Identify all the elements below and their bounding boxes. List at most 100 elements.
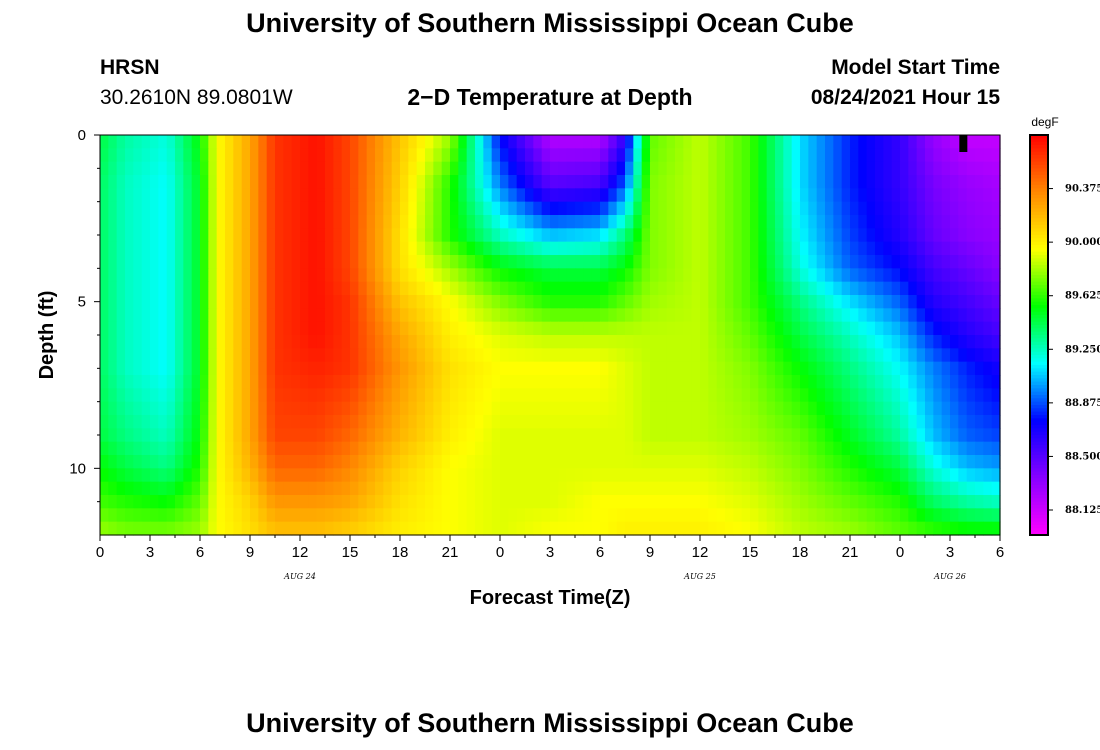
heatmap-cell (325, 468, 334, 483)
colorbar-segment (1030, 528, 1048, 533)
heatmap-cell (583, 361, 593, 376)
heatmap-cell (391, 508, 401, 523)
heatmap-cell (400, 175, 409, 189)
heatmap-cell (191, 508, 201, 523)
heatmap-cell (641, 401, 651, 416)
heatmap-cell (441, 321, 451, 336)
heatmap-cell (150, 455, 159, 469)
heatmap-cell (733, 468, 743, 483)
heatmap-cell (233, 468, 243, 483)
heatmap-cell (816, 295, 826, 309)
heatmap-cell (316, 268, 326, 283)
heatmap-cell (600, 268, 609, 283)
heatmap-cell (133, 428, 143, 443)
heatmap-cell (425, 268, 434, 283)
heatmap-cell (708, 388, 718, 403)
colorbar-segment (1030, 371, 1048, 376)
heatmap-cell (783, 268, 793, 283)
heatmap-cell (616, 228, 626, 243)
heatmap-cell (816, 228, 826, 243)
heatmap-cell (841, 321, 851, 336)
heatmap-cell (283, 281, 293, 296)
heatmap-cell (941, 521, 951, 536)
heatmap-cell (533, 361, 543, 376)
colorbar-segment (1030, 438, 1048, 443)
heatmap-cell (525, 241, 534, 256)
colorbar-segment (1030, 525, 1048, 529)
heatmap-cell (608, 428, 618, 443)
heatmap-cell (958, 241, 968, 256)
heatmap-cell (183, 241, 193, 256)
heatmap-cell (983, 375, 993, 389)
heatmap-cell (900, 468, 909, 483)
heatmap-cell (958, 508, 968, 523)
heatmap-cell (308, 215, 318, 229)
heatmap-cell (741, 161, 751, 176)
heatmap-cell (233, 268, 243, 283)
heatmap-cell (500, 201, 509, 216)
heatmap-cell (183, 481, 193, 496)
heatmap-cell (516, 455, 526, 469)
heatmap-cell (541, 455, 551, 469)
heatmap-cell (216, 521, 226, 536)
heatmap-cell (866, 201, 876, 216)
heatmap-cell (583, 188, 593, 203)
heatmap-cell (258, 268, 268, 283)
heatmap-cell (166, 415, 176, 429)
footer-title: University of Southern Mississippi Ocean… (246, 708, 854, 738)
heatmap-cell (166, 228, 176, 243)
heatmap-cell (116, 335, 126, 349)
heatmap-cell (133, 495, 143, 509)
heatmap-cell (808, 521, 818, 536)
heatmap-cell (666, 321, 676, 336)
heatmap-cell (183, 295, 193, 309)
heatmap-cell (333, 281, 343, 296)
heatmap-cell (450, 348, 459, 363)
colorbar-segment (1030, 238, 1048, 243)
heatmap-cell (341, 255, 351, 269)
heatmap-cell (250, 401, 259, 416)
heatmap-cell (550, 361, 559, 376)
heatmap-cell (950, 401, 959, 416)
colorbar-segment (1030, 341, 1048, 346)
heatmap-cell (483, 268, 493, 283)
heatmap-cell (433, 428, 443, 443)
heatmap-cell (433, 228, 443, 243)
heatmap-cell (550, 508, 559, 523)
heatmap-cell (983, 388, 993, 403)
heatmap-cell (750, 308, 759, 323)
heatmap-cell (216, 495, 226, 509)
heatmap-cell (591, 401, 601, 416)
heatmap-cell (841, 348, 851, 363)
heatmap-cell (491, 295, 501, 309)
heatmap-cell (600, 321, 609, 336)
heatmap-cell (725, 361, 734, 376)
heatmap-cell (841, 335, 851, 349)
heatmap-cell (391, 161, 401, 176)
heatmap-cell (516, 415, 526, 429)
heatmap-cell (658, 295, 668, 309)
heatmap-cell (350, 375, 359, 389)
heatmap-cell (200, 495, 209, 509)
heatmap-cell (891, 201, 901, 216)
heatmap-cell (450, 455, 459, 469)
heatmap-cell (775, 361, 784, 376)
heatmap-cell (416, 508, 426, 523)
heatmap-cell (533, 388, 543, 403)
heatmap-cell (958, 388, 968, 403)
heatmap-cell (891, 321, 901, 336)
colorbar-segment (1030, 141, 1048, 146)
heatmap-cell (375, 188, 384, 203)
heatmap-cell (991, 388, 1001, 403)
heatmap-cell (883, 161, 893, 176)
heatmap-cell (258, 228, 268, 243)
heatmap-cell (250, 255, 259, 269)
heatmap-cell (691, 175, 701, 189)
heatmap-cell (991, 188, 1001, 203)
heatmap-cell (491, 401, 501, 416)
heatmap-cell (308, 481, 318, 496)
heatmap-cell (525, 175, 534, 189)
heatmap-cell (541, 321, 551, 336)
heatmap-cell (333, 495, 343, 509)
